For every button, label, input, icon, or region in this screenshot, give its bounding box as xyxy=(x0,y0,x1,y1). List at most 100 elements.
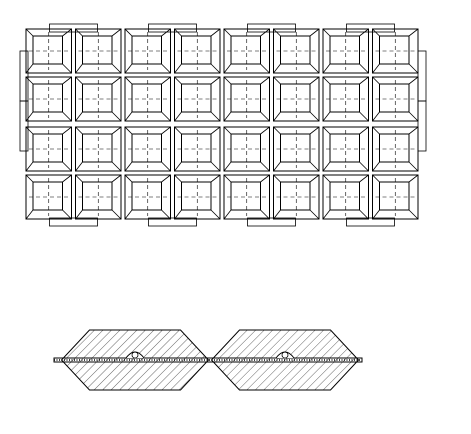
chamfer-line xyxy=(124,209,133,220)
module-outer-frame xyxy=(174,76,221,122)
module-cell xyxy=(322,126,369,172)
module-inner-frame xyxy=(131,83,162,113)
chamfer-line xyxy=(359,209,369,220)
chamfer-line xyxy=(75,111,83,122)
chamfer-line xyxy=(111,28,122,37)
chamfer-line xyxy=(223,111,232,122)
chamfer-line xyxy=(111,161,122,172)
module-inner-frame xyxy=(32,133,63,163)
chamfer-line xyxy=(372,209,380,220)
chamfer-line xyxy=(273,209,281,220)
chamfer-line xyxy=(25,111,34,122)
chamfer-line xyxy=(322,76,331,85)
chamfer-line xyxy=(309,28,320,37)
edge-tab-bottom xyxy=(346,217,395,227)
edge-tab-top xyxy=(247,23,296,33)
edge-tab-right xyxy=(417,50,427,102)
chamfer-line xyxy=(75,126,83,135)
module-outer-frame xyxy=(25,174,72,220)
module-cell xyxy=(75,76,122,122)
chamfer-line xyxy=(309,161,320,172)
chamfer-line xyxy=(322,161,331,172)
module-inner-frame xyxy=(379,83,410,113)
module-outer-frame xyxy=(174,174,221,220)
chamfer-line xyxy=(62,63,72,74)
chamfer-line xyxy=(260,28,270,37)
chamfer-line xyxy=(75,28,83,37)
module-cell xyxy=(124,76,171,122)
chamfer-line xyxy=(260,209,270,220)
module-cell xyxy=(75,28,122,74)
module-cell xyxy=(25,126,72,172)
chamfer-line xyxy=(372,28,380,37)
chamfer-line xyxy=(75,76,83,85)
chamfer-line xyxy=(309,209,320,220)
chamfer-line xyxy=(359,174,369,183)
module-cell xyxy=(25,76,72,122)
chamfer-line xyxy=(210,126,221,135)
module-inner-frame xyxy=(82,35,113,65)
chamfer-line xyxy=(161,174,171,183)
chamfer-line xyxy=(359,161,369,172)
chamfer-line xyxy=(260,126,270,135)
chamfer-line xyxy=(408,174,419,183)
module-outer-frame xyxy=(322,174,369,220)
module-cell xyxy=(372,28,419,74)
chamfer-line xyxy=(322,174,331,183)
module-inner-frame xyxy=(230,133,261,163)
chamfer-line xyxy=(174,209,182,220)
chamfer-line xyxy=(174,63,182,74)
module-outer-frame xyxy=(223,76,270,122)
module-cell xyxy=(174,76,221,122)
chamfer-line xyxy=(75,209,83,220)
module-cell xyxy=(273,76,320,122)
module-outer-frame xyxy=(174,126,221,172)
module-cell xyxy=(372,76,419,122)
module-inner-frame xyxy=(181,35,212,65)
module-cell xyxy=(174,126,221,172)
chamfer-line xyxy=(260,63,270,74)
chamfer-line xyxy=(260,161,270,172)
module-cell xyxy=(372,126,419,172)
edge-tab-bottom xyxy=(148,217,197,227)
module-outer-frame xyxy=(322,28,369,74)
chamfer-line xyxy=(161,76,171,85)
chamfer-line xyxy=(62,28,72,37)
chamfer-line xyxy=(359,126,369,135)
chamfer-line xyxy=(62,174,72,183)
chamfer-line xyxy=(223,126,232,135)
chamfer-line xyxy=(408,76,419,85)
module-cell xyxy=(273,28,320,74)
edge-tab-top xyxy=(49,23,98,33)
chamfer-line xyxy=(408,63,419,74)
chamfer-line xyxy=(174,174,182,183)
chamfer-line xyxy=(408,111,419,122)
module-outer-frame xyxy=(273,76,320,122)
module-outer-frame xyxy=(273,28,320,74)
module-outer-frame xyxy=(223,126,270,172)
module-cell xyxy=(25,28,72,74)
chamfer-line xyxy=(75,63,83,74)
chamfer-line xyxy=(25,126,34,135)
chamfer-line xyxy=(174,76,182,85)
chamfer-line xyxy=(359,76,369,85)
module-inner-frame xyxy=(379,133,410,163)
module-outer-frame xyxy=(174,28,221,74)
chamfer-line xyxy=(408,209,419,220)
chamfer-line xyxy=(273,174,281,183)
chamfer-line xyxy=(25,28,34,37)
module-inner-frame xyxy=(181,133,212,163)
module-outer-frame xyxy=(75,126,122,172)
chamfer-line xyxy=(25,63,34,74)
plan-view xyxy=(19,23,427,227)
module-cell xyxy=(273,126,320,172)
chamfer-line xyxy=(210,63,221,74)
chamfer-line xyxy=(372,111,380,122)
chamfer-line xyxy=(174,161,182,172)
module-outer-frame xyxy=(75,76,122,122)
chamfer-line xyxy=(372,126,380,135)
chamfer-line xyxy=(223,63,232,74)
module-outer-frame xyxy=(322,76,369,122)
chamfer-line xyxy=(111,111,122,122)
